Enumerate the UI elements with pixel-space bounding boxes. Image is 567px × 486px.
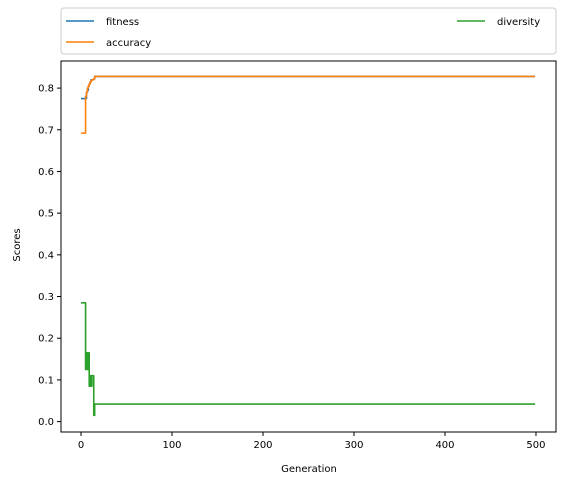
legend-label-diversity: diversity: [497, 17, 540, 28]
x-tick-label: 400: [435, 440, 454, 451]
x-tick-label: 500: [526, 440, 545, 451]
x-axis-label: Generation: [281, 464, 337, 475]
legend-label-fitness: fitness: [106, 17, 139, 28]
x-tick-label: 200: [253, 440, 272, 451]
y-tick-label: 0.7: [38, 125, 54, 136]
y-tick-label: 0.8: [38, 84, 54, 95]
x-tick-label: 0: [78, 440, 84, 451]
series-line-accuracy: [81, 75, 536, 134]
legend: fitness accuracy diversity: [60, 7, 557, 55]
series-line-fitness: [81, 75, 536, 100]
legend-box: [60, 7, 557, 55]
y-tick-label: 0.6: [38, 167, 54, 178]
x-tick-label: 300: [344, 440, 363, 451]
plot-frame: [60, 60, 557, 433]
legend-label-accuracy: accuracy: [106, 38, 151, 49]
y-axis-label: Scores: [12, 228, 23, 261]
series-layer: [81, 75, 536, 417]
y-tick-label: 0.4: [38, 250, 54, 261]
x-tick-label: 100: [162, 440, 181, 451]
plot-area-frame: [60, 60, 557, 433]
y-tick-label: 0.1: [38, 375, 54, 386]
series-line-diversity: [81, 301, 536, 417]
axes-layer: 0 100 200 300 400 500 0.0 0.1 0.2 0.3 0.4 0.5 0.6 0.7…: [38, 84, 545, 451]
y-tick-label: 0.0: [38, 417, 54, 428]
y-tick-label: 0.2: [38, 334, 54, 345]
y-tick-label: 0.3: [38, 292, 54, 303]
y-tick-label: 0.5: [38, 209, 54, 220]
